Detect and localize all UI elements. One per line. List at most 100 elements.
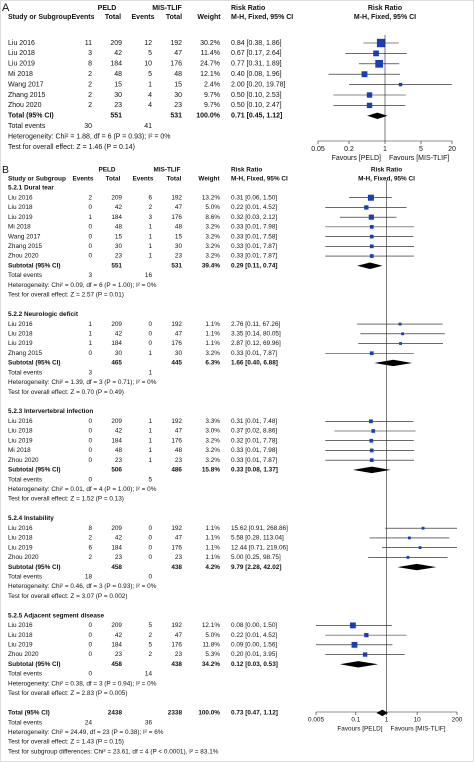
- favours-label: Favours [PELD]: [332, 155, 381, 162]
- cell-ci-label: 0.33 [0.01, 7.87]: [231, 243, 277, 250]
- x-tick-label: 10: [414, 717, 422, 724]
- weight-square: [362, 652, 368, 657]
- column-header: M-H, Fixed, 95% CI: [358, 176, 415, 183]
- weight-square: [369, 254, 374, 258]
- cell-n1: 184: [111, 642, 122, 649]
- cell-n2: 176: [171, 642, 182, 649]
- cell-n2: 2338: [168, 710, 183, 717]
- cell-name: Liu 2019: [8, 437, 33, 444]
- cell-n2: 176: [170, 61, 182, 68]
- cell-n2: 47: [175, 330, 183, 337]
- cell-weight-label: 100.0%: [196, 113, 221, 120]
- favours-label: Favours [PELD]: [337, 726, 382, 733]
- cell-weight-label: 1.1%: [205, 554, 220, 561]
- cell-e2: 0: [148, 544, 152, 551]
- cell-e1: 0: [88, 437, 92, 444]
- summary-diamond: [352, 466, 391, 474]
- cell-e2: 1: [148, 447, 152, 454]
- subgroup-title: 5.2.1 Dural tear: [8, 185, 54, 192]
- cell-e1: 2: [88, 194, 92, 201]
- cell-name: Wang 2017: [8, 233, 41, 240]
- cell-e2: 0: [148, 340, 152, 347]
- cell-n1: 42: [115, 632, 123, 639]
- cell-n2: 15: [174, 81, 182, 88]
- summary-diamond: [357, 262, 383, 269]
- cell-e1: 2: [88, 102, 92, 109]
- cell-e1: 3: [88, 272, 92, 279]
- cell-n1: 209: [110, 40, 122, 47]
- cell-name: Wang 2017: [8, 81, 44, 88]
- weight-square: [351, 641, 358, 648]
- cell-weight-label: 3.0%: [205, 428, 220, 435]
- cell-n2: 23: [175, 457, 183, 464]
- cell-weight-label: 9.7%: [204, 92, 220, 99]
- cell-e2: 1: [148, 233, 152, 240]
- cell-ci-label: 1.66 [0.40, 6.88]: [231, 360, 278, 367]
- cell-ci-label: 0.08 [0.00, 1.50]: [231, 622, 277, 629]
- subgroup-title: 5.2.3 Intervertebral infection: [8, 408, 93, 415]
- summary-diamond: [367, 112, 388, 119]
- cell-name: Zhou 2020: [8, 554, 39, 561]
- cell-n1: 184: [111, 340, 122, 347]
- cell-weight-label: 6.3%: [205, 360, 220, 367]
- cell-e1: 18: [85, 573, 93, 580]
- cell-e2: 1: [148, 224, 152, 231]
- column-group-header: Risk Ratio: [368, 5, 402, 12]
- cell-e1: 0: [88, 418, 92, 425]
- cell-weight-label: 3.2%: [205, 447, 220, 454]
- cell-e2: 0: [148, 554, 152, 561]
- cell-n2: 438: [171, 661, 182, 668]
- cell-n1: 48: [115, 224, 123, 231]
- cell-e1: 11: [85, 40, 92, 47]
- cell-n1: 209: [111, 622, 122, 629]
- cell-ci-label: 0.84 [0.38, 1.86]: [231, 40, 282, 47]
- overall-effect: Test for overall effect: Z = 1.52 (P = 0…: [8, 496, 124, 503]
- column-group-header: PELD: [98, 167, 115, 174]
- cell-n2: 531: [170, 113, 182, 120]
- cell-weight-label: 3.2%: [205, 457, 220, 464]
- weight-square: [399, 342, 402, 345]
- cell-ci-label: 12.44 [0.71, 219.06]: [231, 544, 288, 551]
- cell-n1: 23: [115, 651, 123, 658]
- cell-n2: 48: [175, 447, 183, 454]
- cell-ci-label: 0.33 [0.01, 7.58]: [231, 233, 277, 240]
- cell-ci-label: 0.71 [0.45, 1.12]: [231, 113, 282, 120]
- cell-n2: 192: [170, 40, 182, 47]
- cell-ci-label: 0.67 [0.17, 2.64]: [231, 50, 282, 57]
- cell-name: Total (95% CI): [8, 113, 54, 120]
- weight-square: [375, 59, 384, 68]
- column-header: Events: [72, 14, 95, 21]
- weight-square: [407, 536, 411, 540]
- summary-diamond: [339, 661, 379, 668]
- cell-e2: 1: [148, 81, 152, 88]
- weight-square: [369, 419, 373, 424]
- column-group-header: Risk Ratio: [231, 5, 265, 12]
- cell-weight-label: 1.1%: [205, 340, 220, 347]
- cell-n1: 30: [114, 92, 122, 99]
- summary-diamond: [376, 709, 389, 717]
- cell-weight-label: 13.2%: [202, 194, 220, 201]
- cell-ci-label: 0.33 [0.01, 7.87]: [231, 457, 277, 464]
- cell-n2: 438: [171, 564, 182, 571]
- cell-weight-label: 3.2%: [205, 243, 220, 250]
- weight-square: [349, 622, 356, 629]
- x-tick-label: 5: [419, 146, 423, 153]
- cell-n2: 47: [175, 204, 183, 211]
- column-header: Total: [105, 14, 121, 21]
- cell-name: Mi 2018: [8, 447, 31, 454]
- cell-e1: 8: [88, 525, 92, 532]
- cell-e2: 6: [148, 194, 152, 201]
- cell-name: Liu 2018: [8, 330, 33, 337]
- cell-name: Liu 2016: [8, 525, 33, 532]
- overall-effect: Test for overall effect: Z = 2.83 (P = 0…: [8, 690, 127, 697]
- cell-weight-label: 24.7%: [200, 61, 220, 68]
- cell-e1: 3: [88, 369, 92, 376]
- cell-n1: 15: [114, 81, 122, 88]
- cell-n1: 551: [110, 113, 122, 120]
- weight-square: [376, 38, 386, 48]
- cell-e1: 1: [88, 214, 92, 221]
- cell-e2: 1: [148, 418, 152, 425]
- cell-n1: 209: [111, 418, 122, 425]
- column-header: M-H, Fixed, 95% CI: [354, 14, 416, 21]
- column-header: Weight: [197, 14, 221, 21]
